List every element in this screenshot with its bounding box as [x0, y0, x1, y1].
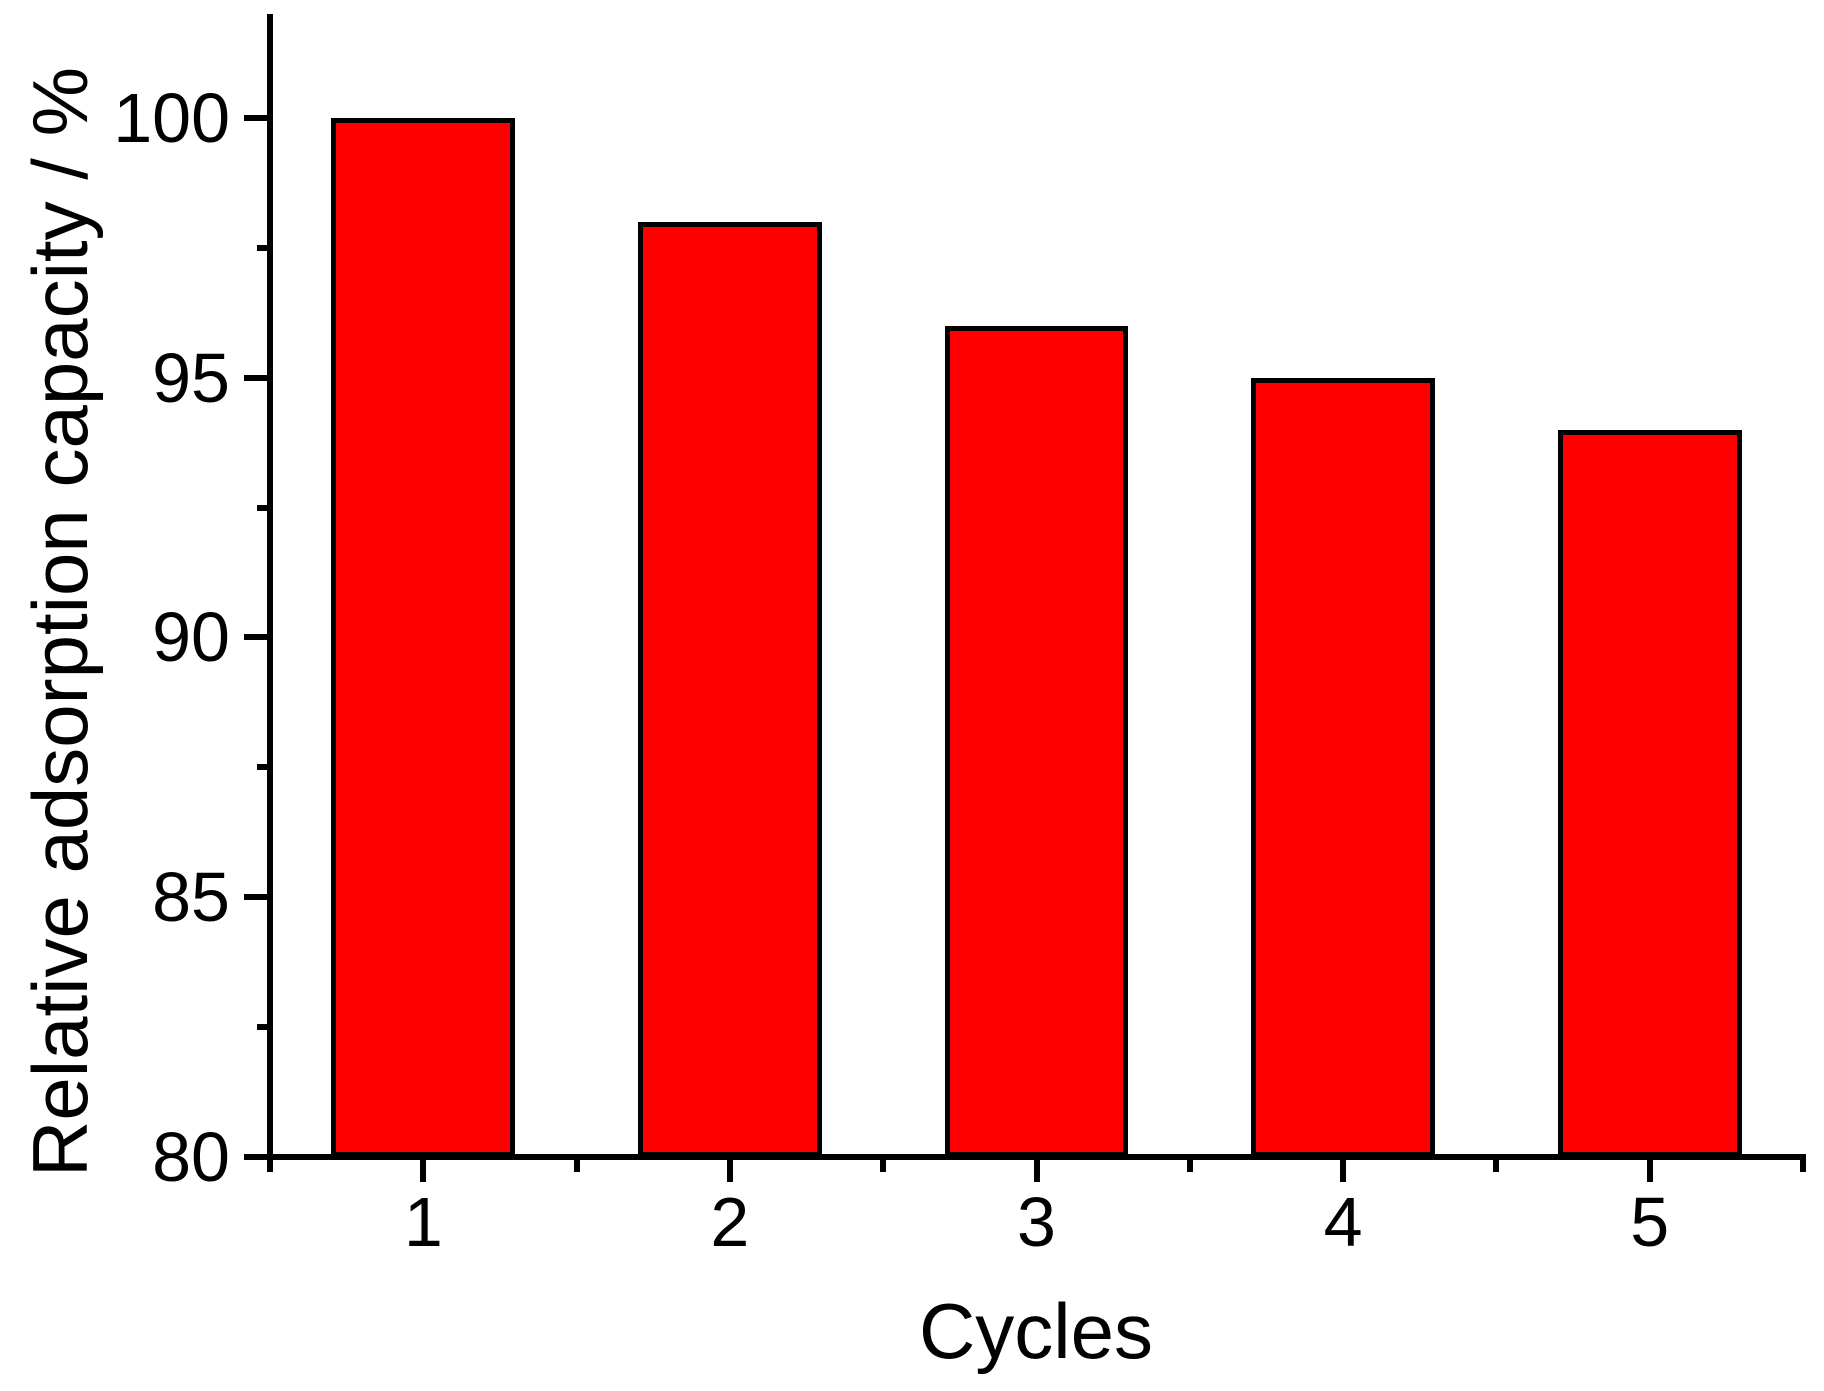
bar-cycle-2	[637, 221, 822, 1157]
x-axis-line	[267, 1154, 1806, 1160]
x-tick-label: 1	[403, 1183, 443, 1261]
x-axis-title: Cycles	[918, 1287, 1154, 1375]
y-major-tick	[244, 894, 270, 901]
bar-cycle-4	[1251, 377, 1436, 1157]
x-major-tick	[726, 1160, 733, 1182]
x-minor-tick	[1800, 1160, 1806, 1172]
x-major-tick	[1033, 1160, 1040, 1182]
x-minor-tick	[573, 1160, 580, 1172]
x-major-tick	[1646, 1160, 1653, 1182]
plot-area	[244, 14, 1806, 1182]
y-minor-tick	[257, 244, 270, 251]
y-tick-label: 100	[113, 78, 230, 157]
x-tick-label: 5	[1630, 1183, 1670, 1261]
y-minor-tick	[257, 1024, 270, 1031]
x-tick-label: 4	[1323, 1183, 1363, 1261]
bar-cycle-5	[1557, 429, 1742, 1157]
bar-cycle-3	[944, 325, 1129, 1157]
y-axis-title: Relative adsorption capacity / %	[16, 67, 104, 1177]
x-minor-tick	[880, 1160, 887, 1172]
y-tick-label: 85	[152, 858, 230, 937]
y-tick-label: 80	[152, 1118, 230, 1196]
x-minor-tick	[1186, 1160, 1193, 1172]
x-minor-tick	[1493, 1160, 1500, 1172]
bar-cycle-1	[331, 117, 516, 1157]
x-minor-tick	[267, 1160, 273, 1172]
y-major-tick	[244, 374, 270, 381]
x-major-tick	[1340, 1160, 1347, 1182]
y-tick-label: 95	[152, 338, 230, 417]
y-major-tick	[244, 114, 270, 121]
y-major-tick	[244, 634, 270, 641]
y-minor-tick	[257, 764, 270, 771]
y-major-tick	[244, 1154, 270, 1160]
x-tick-label: 2	[710, 1183, 750, 1261]
y-minor-tick	[257, 504, 270, 511]
x-major-tick	[420, 1160, 427, 1182]
y-axis-line	[267, 14, 273, 1160]
x-tick-label: 3	[1017, 1183, 1056, 1261]
y-tick-label: 90	[152, 598, 230, 677]
